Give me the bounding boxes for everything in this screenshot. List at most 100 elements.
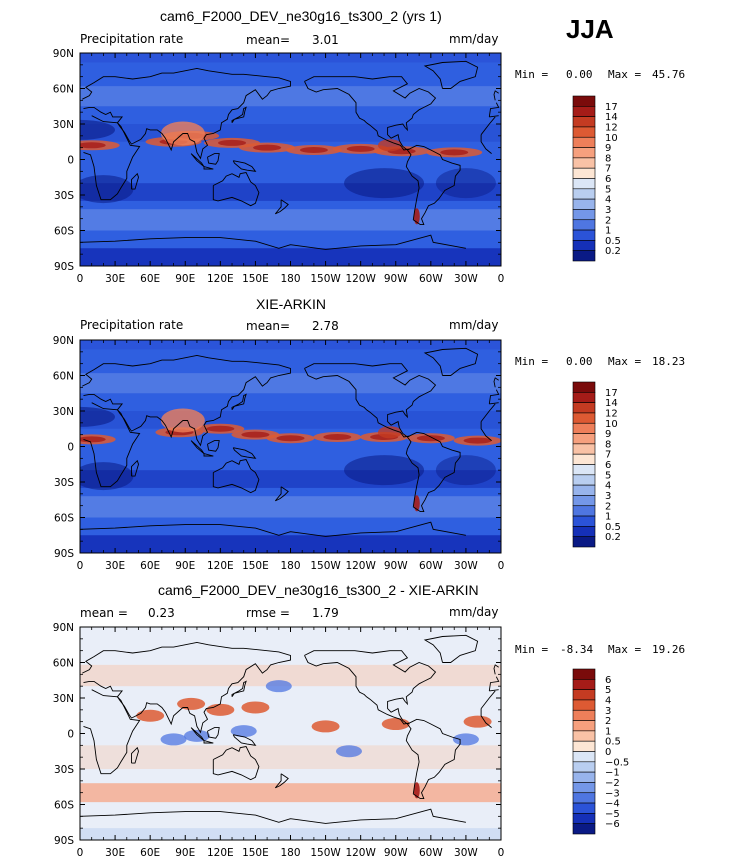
colorbar-label: 14 <box>605 112 618 123</box>
lat-tick-label: 30N <box>53 406 74 418</box>
lat-tick-label: 90N <box>53 335 74 347</box>
colorbar-label: −2 <box>605 778 620 789</box>
lon-tick-label: 0 <box>498 560 505 572</box>
panel-2-variable-label: Precipitation rate <box>80 318 184 332</box>
field-blob <box>80 406 115 427</box>
coastline <box>231 106 247 124</box>
colorbar-label: 7 <box>605 164 611 175</box>
coastline <box>405 144 461 226</box>
colorbar-swatch <box>572 536 596 548</box>
lon-tick-label: 90W <box>384 560 408 572</box>
panel-1-mean-label: mean= <box>246 33 291 47</box>
lat-tick-label: 60S <box>54 513 74 525</box>
lat-tick-label: 0 <box>67 442 74 454</box>
coastline <box>212 745 260 781</box>
lat-tick-label: 90S <box>54 261 74 273</box>
map-field-1 <box>80 53 501 266</box>
colorbar-swatch <box>572 453 596 465</box>
colorbar-label: 0.2 <box>605 532 621 543</box>
colorbar-swatch <box>572 422 596 434</box>
field-band <box>80 124 501 142</box>
field-blob <box>413 208 420 225</box>
field-blob <box>241 701 270 714</box>
coastline <box>83 402 496 488</box>
field-blob <box>416 435 445 442</box>
map-field-2 <box>80 340 501 553</box>
lon-tick-label: 0 <box>77 847 84 859</box>
field-blob <box>230 725 257 738</box>
lon-tick-label: 90W <box>384 847 408 859</box>
coastline <box>232 447 257 459</box>
colorbar-swatch <box>572 198 596 210</box>
coastline <box>207 440 220 452</box>
panel-2-min-label: Min = <box>515 355 549 368</box>
lon-tick-label: 150E <box>242 847 269 859</box>
lon-tick-label: 90E <box>175 273 195 285</box>
colorbar-swatch <box>572 526 596 537</box>
lat-tick-label: 60N <box>53 84 74 96</box>
panel-3-max-label: Max = <box>608 643 642 656</box>
coastline <box>203 453 214 457</box>
lat-tick-label: 60N <box>53 658 74 670</box>
colorbar-label: 1 <box>605 726 611 737</box>
panel-1-variable-label: Precipitation rate <box>80 32 184 46</box>
field-blob <box>80 436 106 443</box>
coastline <box>82 641 500 734</box>
colorbar-swatch <box>572 167 596 179</box>
colorbar-swatch <box>572 381 596 393</box>
field-blob <box>206 425 235 432</box>
coastline <box>82 67 500 160</box>
coastline <box>423 347 479 376</box>
lon-tick-label: 30E <box>105 847 125 859</box>
coastline <box>405 431 461 513</box>
coastline <box>423 634 479 663</box>
colorbar-label: 14 <box>605 398 618 409</box>
colorbar-label: 10 <box>605 133 618 144</box>
map-background <box>80 53 501 266</box>
lon-tick-label: 60W <box>419 560 443 572</box>
lat-tick-label: 0 <box>67 729 74 741</box>
panel-2-mean-label: mean= <box>246 319 291 333</box>
lon-tick-label: 60W <box>419 273 443 285</box>
map-field-3 <box>80 627 501 840</box>
colorbar-label: 2 <box>605 716 611 727</box>
field-band <box>80 828 501 840</box>
coastline <box>80 234 466 250</box>
colorbar-swatch <box>572 751 596 763</box>
panel-2-units: mm/day <box>449 318 499 332</box>
panel-1-min-label: Min = <box>515 68 549 81</box>
coastline <box>131 172 139 190</box>
colorbar-label: −6 <box>605 819 620 830</box>
lon-tick-label: 150W <box>310 560 341 572</box>
panel-2-max-label: Max = <box>608 355 642 368</box>
colorbar-swatch <box>572 515 596 527</box>
field-band <box>80 783 501 803</box>
lon-tick-label: 150E <box>242 273 269 285</box>
panel-3-mean-label: mean = <box>80 606 128 620</box>
colorbar-label: 6 <box>605 460 611 471</box>
colorbar-swatch <box>572 229 596 241</box>
field-blob <box>160 733 187 746</box>
colorbar-label: 12 <box>605 122 618 133</box>
coastline <box>80 521 466 537</box>
lon-tick-label: 30W <box>454 847 478 859</box>
lon-tick-label: 180 <box>280 273 300 285</box>
coastline <box>203 740 214 744</box>
lon-tick-label: 150W <box>310 273 341 285</box>
colorbar-swatch <box>572 95 596 107</box>
colorbar-label: 2 <box>605 501 611 512</box>
lon-tick-label: 120E <box>207 560 234 572</box>
lat-tick-label: 60N <box>53 371 74 383</box>
colorbar-swatch <box>572 689 596 701</box>
lon-tick-label: 90W <box>384 273 408 285</box>
field-blob <box>276 435 305 442</box>
colorbar-label: 5 <box>605 470 611 481</box>
colorbar-swatch <box>572 250 596 262</box>
coastline <box>274 773 289 789</box>
colorbar-swatch <box>572 157 596 169</box>
colorbar-label: 7 <box>605 450 611 461</box>
panel-2-max-value: 18.23 <box>652 355 686 368</box>
colorbar-swatch <box>572 709 596 721</box>
coastline <box>131 459 139 477</box>
field-blob <box>377 139 402 152</box>
